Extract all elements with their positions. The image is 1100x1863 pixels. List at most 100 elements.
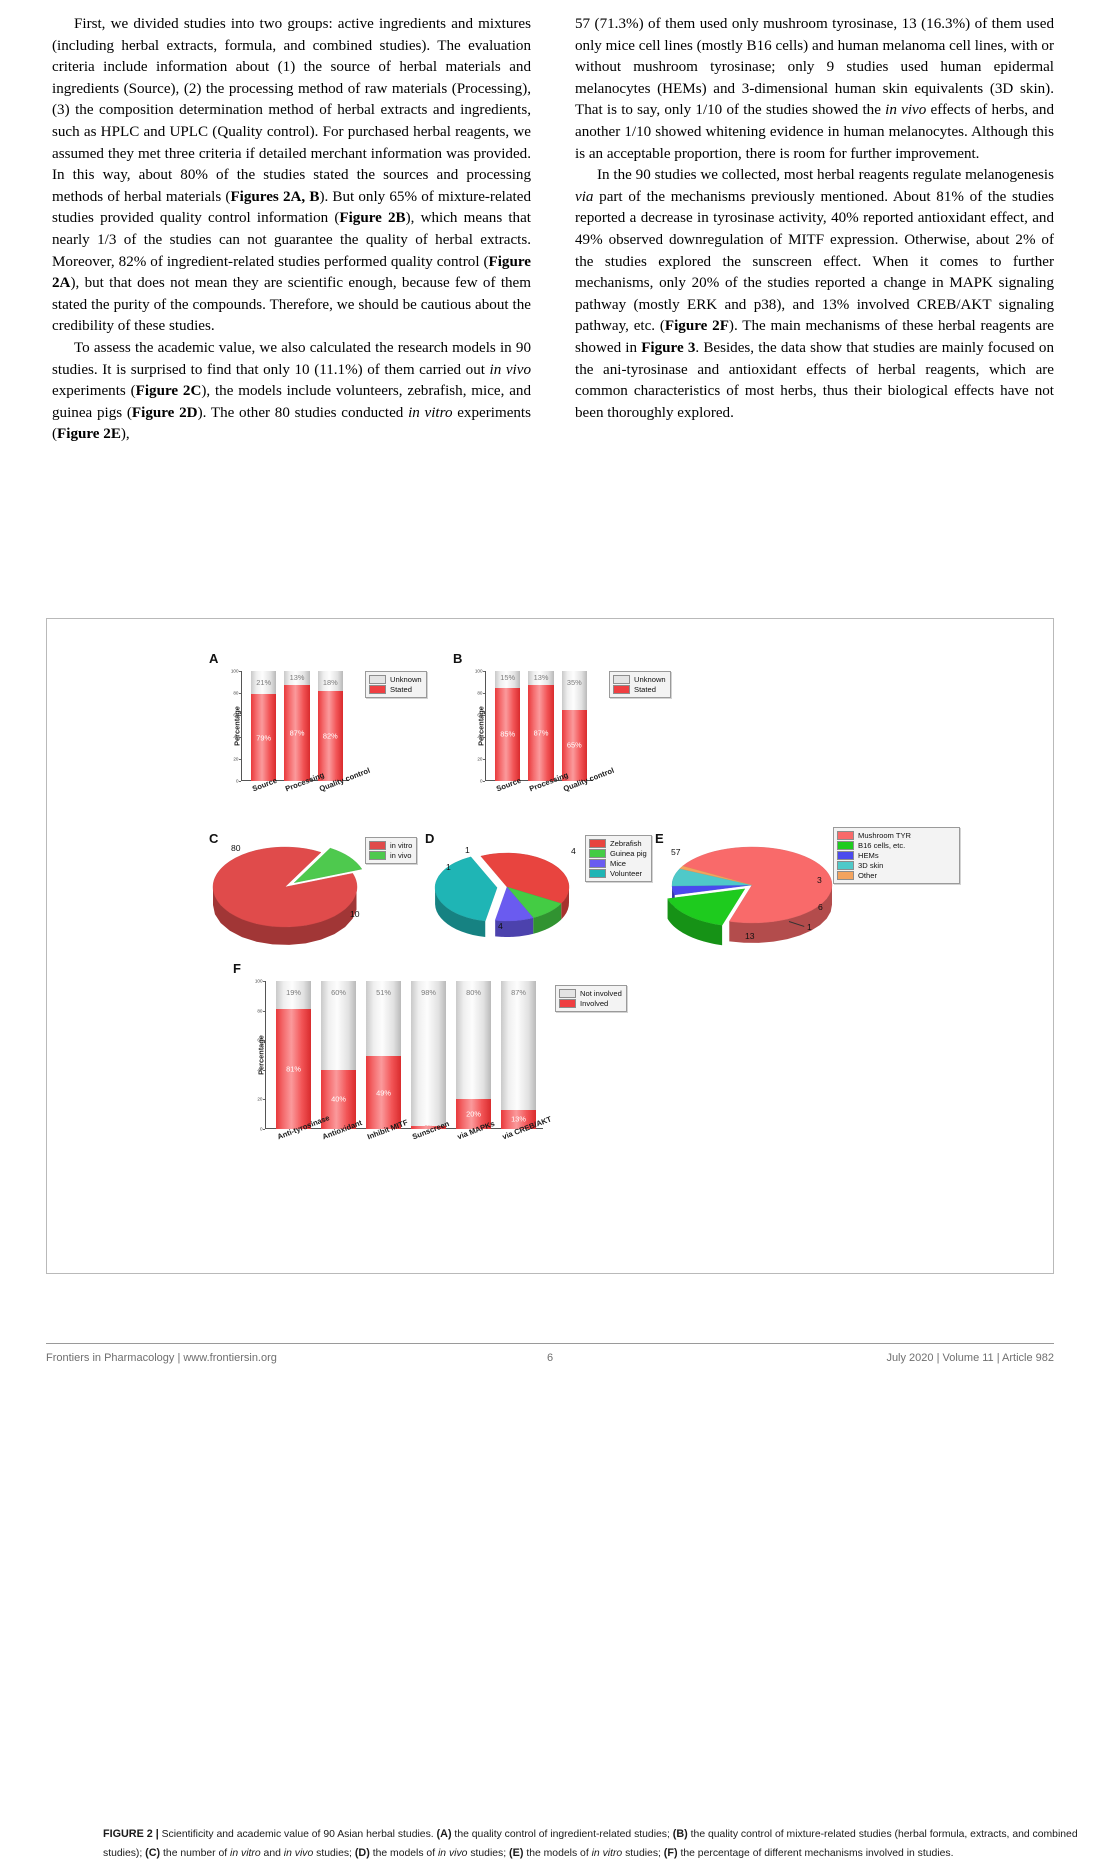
legend-label: Zebrafish: [610, 839, 642, 848]
y-axis: [241, 671, 242, 781]
pie-value-label: 80: [231, 843, 241, 853]
footer-rule: [46, 1343, 1054, 1344]
legend-label: Stated: [634, 685, 656, 694]
y-tick-mark: [239, 715, 241, 716]
bar-segment-label: 85%: [495, 730, 520, 739]
bar-segment-label: 60%: [321, 988, 356, 997]
bar-segment-label: 18%: [318, 678, 343, 687]
bar-segment-label: 98%: [411, 988, 446, 997]
bar-segment-label: 87%: [528, 729, 553, 738]
bar-segment-not-involved: 80%: [456, 981, 491, 1099]
bar-segment-not-involved: 15%: [495, 671, 520, 688]
legend-swatch: [837, 841, 854, 850]
bar-segment-label: 21%: [251, 678, 276, 687]
page: First, we divided studies into two group…: [0, 0, 1100, 1432]
panel-label-a: A: [209, 651, 218, 666]
caption-text: the quality control of ingredient-relate…: [452, 1829, 673, 1840]
bars-group: 19%81%60%40%51%49%98%2%80%20%87%13%: [271, 981, 541, 1129]
legend-swatch: [559, 989, 576, 998]
caption-text: the percentage of different mechanisms i…: [678, 1848, 954, 1859]
bar-slot: 19% 81%: [276, 981, 311, 1129]
caption-tag: (E): [509, 1847, 523, 1859]
y-tick-mark: [239, 693, 241, 694]
caption-text: the number of in vitro and in vivo studi…: [160, 1848, 355, 1859]
bar-slot: 87%13%: [501, 981, 536, 1129]
body-text: First, we divided studies into two group…: [52, 14, 1054, 574]
caption-text: the models of in vivo studies;: [370, 1848, 509, 1859]
y-tick-mark: [483, 671, 485, 672]
legend-label: Mushroom TYR: [858, 831, 911, 840]
pie-value-label: 4: [571, 846, 576, 856]
legend-swatch: [589, 859, 606, 868]
y-tick-mark: [483, 693, 485, 694]
legend-row: 3D skin: [837, 861, 955, 870]
caption-text: the models of in vitro studies;: [523, 1848, 663, 1859]
bar-segment-not-involved: 60%: [321, 981, 356, 1070]
y-tick-mark: [263, 1099, 265, 1100]
legend-label: in vivo: [390, 851, 412, 860]
footer-journal: Frontiers in Pharmacology | www.frontier…: [46, 1352, 277, 1364]
bar-slot: 80%20%: [456, 981, 491, 1129]
legend-swatch: [613, 685, 630, 694]
right-column: 57 (71.3%) of them used only mushroom ty…: [575, 14, 1054, 574]
bar-segment-label: 13%: [284, 673, 309, 682]
legend-row: Mice: [589, 859, 647, 868]
bar-slot: 18%82%: [318, 671, 343, 781]
legend-row: HEMs: [837, 851, 955, 860]
legend-swatch: [369, 675, 386, 684]
pie-value-label: 1: [807, 922, 812, 932]
pie-value-label: 6: [818, 902, 823, 912]
legend-row: B16 cells, etc.: [837, 841, 955, 850]
y-tick-mark: [263, 1070, 265, 1071]
panel-label-f: F: [233, 961, 241, 976]
bar-segment-label: 81%: [276, 1065, 311, 1074]
y-tick-mark: [263, 1011, 265, 1012]
legend-row: Mushroom TYR: [837, 831, 955, 840]
y-tick-mark: [239, 737, 241, 738]
legend-label: Unknown: [390, 675, 422, 684]
bar-slot: 35%65%: [562, 671, 587, 781]
bar-segment-not-involved: 87%: [501, 981, 536, 1110]
bar-segment-involved: 87%: [528, 685, 553, 781]
legend-label: Volunteer: [610, 869, 642, 878]
legend-label: in vitro: [390, 841, 412, 850]
footer-issue: July 2020 | Volume 11 | Article 982: [886, 1352, 1054, 1364]
caption-tag: (C): [145, 1847, 160, 1859]
caption-lead: Scientificity and academic value of 90 A…: [162, 1829, 434, 1840]
legend-swatch: [369, 841, 386, 850]
bar-segment-label: 19%: [276, 988, 311, 997]
paragraph: First, we divided studies into two group…: [52, 14, 531, 338]
caption-separator: |: [156, 1828, 159, 1840]
legend-row: in vivo: [369, 851, 412, 860]
caption-tag: (A): [437, 1828, 452, 1840]
bar-slot: 15% 85%: [495, 671, 520, 781]
y-tick-mark: [483, 759, 485, 760]
legend-label: 3D skin: [858, 861, 883, 870]
bar-segment-label: 51%: [366, 988, 401, 997]
y-tick-mark: [483, 737, 485, 738]
y-axis: [265, 981, 266, 1129]
page-footer: Frontiers in Pharmacology | www.frontier…: [46, 1352, 1054, 1364]
bar-slot: 51%49%: [366, 981, 401, 1129]
pie-value-label: 13: [745, 931, 755, 941]
bar-segment-not-involved: 21%: [251, 671, 276, 694]
bar-segment-not-involved: 51%: [366, 981, 401, 1056]
caption-tag: (F): [664, 1847, 678, 1859]
bar-segment-label: 80%: [456, 988, 491, 997]
legend-swatch: [589, 849, 606, 858]
legend-row: Zebrafish: [589, 839, 647, 848]
legend-swatch: [837, 831, 854, 840]
legend-label: Other: [858, 871, 877, 880]
bar-slot: 21%79%: [251, 671, 276, 781]
bar-segment-involved: 85%: [495, 688, 520, 782]
legend-label: Mice: [610, 859, 626, 868]
caption-tag: (B): [673, 1828, 688, 1840]
bars-group: 21%79%13%87%18%82%: [247, 671, 347, 781]
bar-segment-label: 65%: [562, 741, 587, 750]
legend-row: in vitro: [369, 841, 412, 850]
